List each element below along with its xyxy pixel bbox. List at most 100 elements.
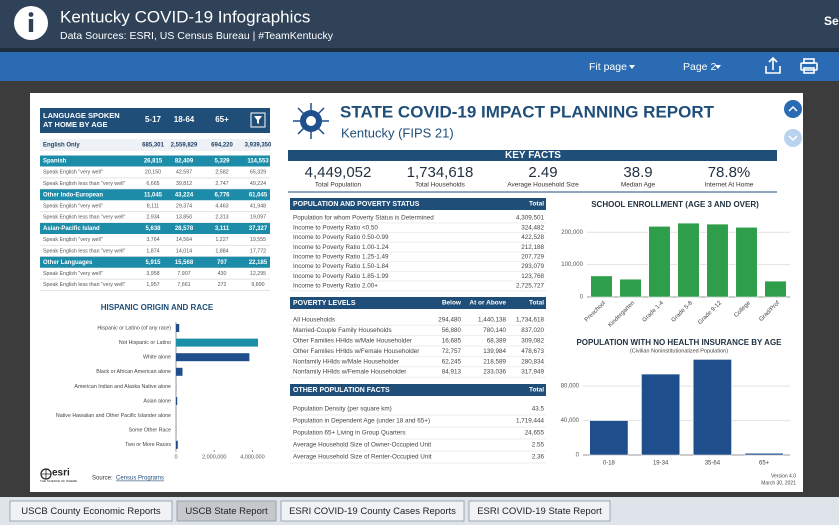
table-title: AT HOME BY AGE [43,120,107,129]
tab-label[interactable]: ESRI COVID-19 State Report [477,506,602,517]
table-cell: 68,389 [487,337,507,344]
table-cell: 56,880 [442,327,462,334]
table-cell: 7,661 [177,282,190,288]
export-icon[interactable] [765,56,781,74]
table-header [290,297,546,309]
print-icon[interactable] [800,58,818,74]
table-cell: 707 [217,260,228,266]
bar [619,278,642,298]
bar [176,397,178,405]
tab[interactable] [280,500,465,522]
key-facts-bar [288,150,777,161]
table-cell: 16,685 [442,337,462,344]
column-header: Below [442,300,462,307]
row-label: Population for whom Poverty Status is De… [293,215,434,222]
row-label: Speak English "very well" [43,203,103,209]
scroll-up-button[interactable] [784,100,802,118]
tab[interactable] [176,500,277,522]
column-header: 5-17 [145,115,162,124]
table-cell: 317,949 [521,369,544,376]
table-cell: 19,097 [250,215,266,221]
row-label: All Households [293,317,335,324]
scroll-down-button[interactable] [784,129,802,147]
bar [735,227,758,298]
tab-label[interactable]: USCB State Report [185,506,268,517]
table-cell: 39,812 [176,181,192,187]
row-label: Average Household Size of Owner-Occupied… [293,442,431,449]
info-icon[interactable] [14,6,48,40]
table-cell: 15,568 [175,260,194,266]
table-cell: 114,553 [247,159,269,165]
table-title: POVERTY LEVELS [293,300,356,307]
row-label: Asian-Pacific Island [43,226,100,232]
table-cell: 4,463 [215,203,228,209]
row-label: Speak English less than "very well" [43,248,125,254]
table-cell: 5,915 [145,260,161,266]
key-fact-label: Total Population [315,182,362,189]
y-tick-label: 100,000 [561,262,583,268]
date: March 30, 2021 [761,480,796,486]
row-label: Income to Poverty Ratio 1.00-1.24 [293,244,389,251]
header-bar [0,0,839,48]
chart-title: HISPANIC ORIGIN AND RACE [101,303,214,312]
category-label: Not Hispanic or Latino [119,340,171,346]
bar [744,453,784,456]
esri-globe [40,468,52,480]
report-subtitle: Kentucky (FIPS 21) [341,125,454,140]
row-label: Speak English "very well" [43,271,103,277]
row-label: Income to Poverty Ratio 1.50-1.84 [293,263,389,270]
bar [677,222,700,298]
group-row-bg [40,256,270,268]
tab[interactable] [468,500,611,522]
table-cell: 294,480 [438,317,461,324]
filter-icon[interactable] [250,112,266,128]
category-label: Asian alone [143,398,171,404]
table-cell: 218,589 [483,358,506,365]
zoom-dropdown[interactable]: Fit page [589,61,627,73]
row-label: Other Families HHlds w/Female Householde… [293,348,419,355]
table-cell: 7,907 [177,271,190,277]
table-cell: 19,555 [250,237,266,243]
table-cell: 2,747 [215,181,228,187]
table-title: OTHER POPULATION FACTS [293,387,390,394]
table-cell: 2,559,829 [171,143,198,149]
table-cell: 43,224 [175,192,194,198]
tab-label[interactable]: USCB County Economic Reports [21,506,161,517]
table-cell: 139,984 [483,348,506,355]
table-cell: 1,734,618 [516,317,545,324]
category-label: Native Hawaiian and Other Pacific Island… [56,413,171,419]
table-cell: 11,045 [144,192,163,198]
category-label: Some Other Race [129,428,171,434]
table-cell: 5,329 [214,159,230,165]
table-cell: 2,725,727 [516,283,545,290]
logo-text: esri [52,468,70,479]
bar [692,359,732,456]
table-cell: 22,185 [249,260,268,266]
table-cell: 1,440,138 [478,317,507,324]
total-row-bg [40,139,270,151]
table-cell: 1,884 [215,248,228,254]
table-cell: 37,327 [249,226,268,232]
zoom-caret[interactable] [629,65,635,69]
table-cell: 694,220 [211,143,233,149]
table-cell: 212,188 [521,244,544,251]
page-caret[interactable] [715,65,721,69]
table-title: POPULATION AND POVERTY STATUS [293,201,420,208]
source-link[interactable]: Census Programs [116,476,164,482]
row-label: Income to Poverty Ratio 1.25-1.49 [293,253,389,260]
tab-label[interactable]: ESRI COVID-19 County Cases Reports [289,506,456,517]
key-fact-value: 38.9 [623,164,652,181]
table-cell: 3,111 [215,226,230,232]
table-cell: 3,958 [146,271,159,277]
toolbar [0,52,839,81]
row-label: Other Indo-European [43,192,103,198]
page-dropdown[interactable]: Page 2 [683,61,716,73]
table-cell: 28,578 [175,226,194,232]
table-cell: 3,939,350 [245,143,272,149]
row-label: Speak English less than "very well" [43,181,125,187]
row-label: Speak English "very well" [43,170,103,176]
table-cell: 13,850 [176,215,192,221]
tab[interactable] [9,500,173,522]
